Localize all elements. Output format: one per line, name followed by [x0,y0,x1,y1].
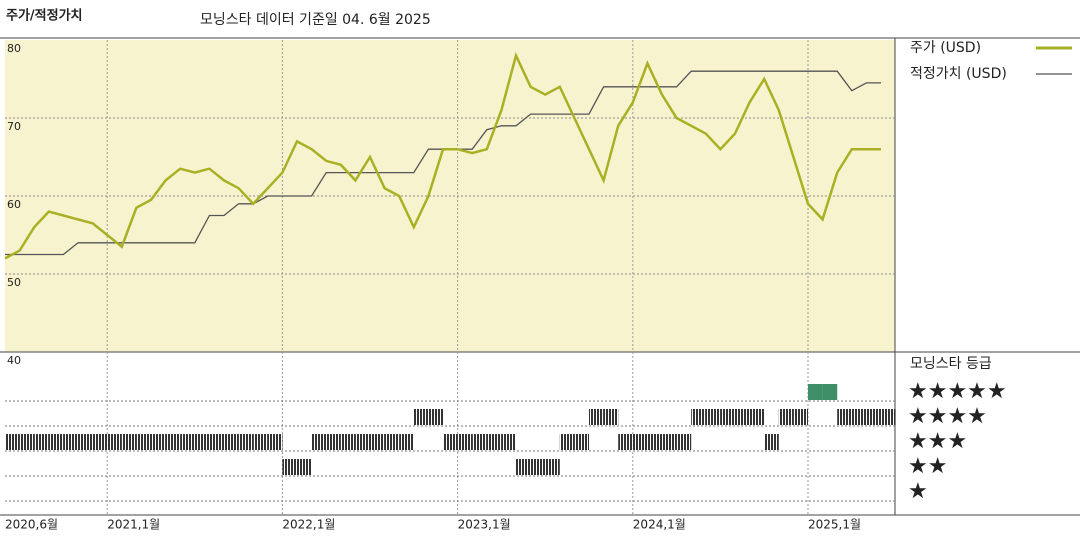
rating-bar [253,434,268,450]
rating-bar [355,434,370,450]
rating-bar [559,434,575,450]
series-line [4,51,881,260]
rating-bar [92,434,108,450]
rating-label: ★★★ [908,429,967,454]
rating-bar [384,434,400,450]
rating-bar [705,409,721,425]
rating-label: ★★★★★ [908,379,1007,404]
x-tick-label: 2023,1월 [458,518,511,532]
rating-bar [340,434,356,450]
chart-title: 주가/적정가치 [6,8,83,24]
rating-bar [5,434,20,450]
rating-bar [881,409,896,425]
rating-bar [808,384,823,400]
x-tick-label: 2021,1월 [107,518,160,532]
rating-bar [866,409,881,425]
rating-bar [516,459,531,475]
rating-title: 모닝스타 등급 [910,356,992,372]
rating-bar [530,459,546,475]
rating-bar [297,459,312,475]
rating-bar [618,434,633,450]
rating-bar [691,409,706,425]
rating-bar [428,409,443,425]
rating-bar [822,384,838,400]
rating-bar [194,434,210,450]
rating-bar [63,434,78,450]
rating-bar [589,409,604,425]
x-tick-label: 2020,6월 [5,518,58,532]
rating-bar [48,434,64,450]
rating-label: ★ [908,479,928,504]
rating-bar [136,434,151,450]
rating-bar [165,434,181,450]
rating-bar [662,434,677,450]
x-tick-label: 2022,1월 [282,518,335,532]
rating-bar [632,434,648,450]
rating-bar [574,434,589,450]
rating-label: ★★★★ [908,404,987,429]
rating-bar [443,434,458,450]
chart-subtitle: 모닝스타 데이터 기준일 04. 6월 2025 [200,12,431,28]
y-tick-label: 50 [7,276,21,289]
rating-bar [764,434,779,450]
rating-bar [224,434,239,450]
rating-bar [326,434,341,450]
rating-bar [457,434,473,450]
rating-bar [501,434,516,450]
rating-bar [19,434,35,450]
rating-bar [78,434,93,450]
rating-bar [311,434,327,450]
rating-bar [121,434,137,450]
rating-bar [851,409,867,425]
rating-label: ★★ [908,454,947,479]
x-tick-label: 2024,1월 [633,518,686,532]
rating-bar [180,434,195,450]
x-tick-label: 2025,1월 [808,518,861,532]
rating-bar [749,409,765,425]
rating-bar [238,434,254,450]
rating-bar [282,459,297,475]
rating-bar [209,434,224,450]
legend-label: 주가 (USD) [910,40,981,56]
rating-bar [793,409,808,425]
rating-bar [370,434,385,450]
legend-label: 적정가치 (USD) [910,66,1007,82]
rating-bar [399,434,414,450]
y-tick-label: 40 [7,354,21,367]
rating-bar [603,409,619,425]
rating-bar [472,434,487,450]
rating-bar [151,434,166,450]
y-tick-label: 80 [7,42,21,55]
rating-bar [676,434,692,450]
rating-bar [545,459,560,475]
rating-bar [413,409,429,425]
rating-bar [486,434,502,450]
rating-bar [267,434,283,450]
rating-bar [837,409,852,425]
y-tick-label: 60 [7,198,21,211]
rating-bar [735,409,750,425]
rating-bar [720,409,735,425]
rating-bar [647,434,662,450]
rating-bar [107,434,122,450]
y-tick-label: 70 [7,120,21,133]
rating-bar [778,409,794,425]
rating-bar [34,434,49,450]
